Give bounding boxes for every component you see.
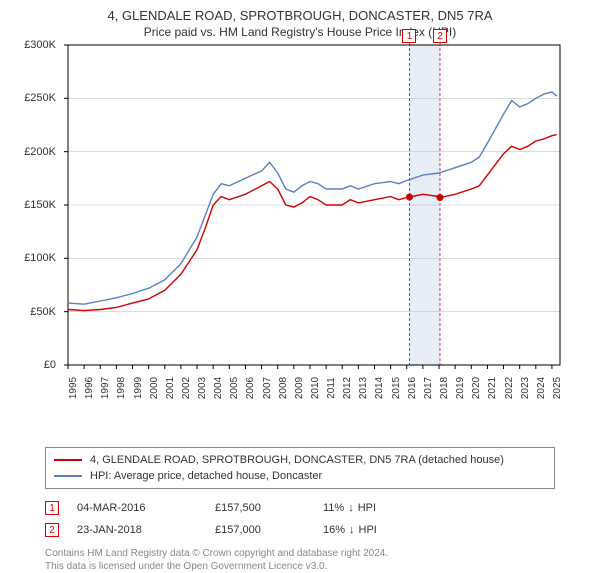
x-tick-label: 1999 bbox=[133, 377, 144, 399]
sale-price: £157,500 bbox=[215, 497, 305, 519]
x-tick-label: 2000 bbox=[149, 377, 160, 399]
chart-title: 4, GLENDALE ROAD, SPROTBROUGH, DONCASTER… bbox=[0, 8, 600, 23]
x-tick-label: 1997 bbox=[100, 377, 111, 399]
x-tick-label: 2025 bbox=[552, 377, 563, 399]
legend-swatch bbox=[54, 475, 82, 477]
sale-diff-vs: HPI bbox=[359, 519, 377, 541]
plot-svg bbox=[68, 45, 560, 365]
sale-index-badge: 1 bbox=[45, 501, 59, 515]
x-tick-label: 2022 bbox=[504, 377, 515, 399]
x-tick-label: 2011 bbox=[326, 377, 337, 399]
x-tick-label: 2004 bbox=[213, 377, 224, 399]
titles: 4, GLENDALE ROAD, SPROTBROUGH, DONCASTER… bbox=[0, 0, 600, 39]
x-tick-label: 2018 bbox=[439, 377, 450, 399]
y-tick-label: £150K bbox=[16, 199, 56, 211]
footer-line: Contains HM Land Registry data © Crown c… bbox=[45, 547, 600, 560]
sale-diff-pct: 11% bbox=[323, 497, 344, 519]
y-tick-label: £0 bbox=[16, 359, 56, 371]
plot-area: 12 bbox=[68, 45, 560, 365]
legend-item: HPI: Average price, detached house, Donc… bbox=[54, 468, 546, 484]
chart-area: 12 £0£50K£100K£150K£200K£250K£300K 19951… bbox=[30, 45, 590, 395]
sale-diff-vs: HPI bbox=[358, 497, 376, 519]
x-tick-label: 2001 bbox=[165, 377, 176, 399]
legend-label: HPI: Average price, detached house, Donc… bbox=[90, 468, 322, 484]
sale-price: £157,000 bbox=[215, 519, 305, 541]
legend-swatch bbox=[54, 459, 82, 461]
y-tick-label: £100K bbox=[16, 252, 56, 264]
x-tick-label: 1995 bbox=[68, 377, 79, 399]
x-tick-label: 2021 bbox=[487, 377, 498, 399]
x-tick-label: 2023 bbox=[520, 377, 531, 399]
sale-marker-badge: 2 bbox=[433, 29, 447, 43]
x-tick-label: 2017 bbox=[423, 377, 434, 399]
x-tick-label: 2013 bbox=[358, 377, 369, 399]
x-tick-label: 2012 bbox=[342, 377, 353, 399]
x-tick-label: 2016 bbox=[407, 377, 418, 399]
legend: 4, GLENDALE ROAD, SPROTBROUGH, DONCASTER… bbox=[45, 447, 555, 489]
x-tick-label: 2007 bbox=[262, 377, 273, 399]
x-tick-label: 2005 bbox=[229, 377, 240, 399]
x-tick-label: 2015 bbox=[391, 377, 402, 399]
sales-row: 1 04-MAR-2016 £157,500 11%↓HPI bbox=[45, 497, 555, 519]
y-tick-label: £50K bbox=[16, 306, 56, 318]
sale-date: 23-JAN-2018 bbox=[77, 519, 197, 541]
sale-diff: 16%↓HPI bbox=[323, 519, 377, 541]
x-tick-label: 2009 bbox=[294, 377, 305, 399]
x-tick-label: 1998 bbox=[116, 377, 127, 399]
footer-attribution: Contains HM Land Registry data © Crown c… bbox=[45, 547, 600, 573]
legend-item: 4, GLENDALE ROAD, SPROTBROUGH, DONCASTER… bbox=[54, 452, 546, 468]
chart-figure: 4, GLENDALE ROAD, SPROTBROUGH, DONCASTER… bbox=[0, 0, 600, 560]
y-tick-label: £200K bbox=[16, 146, 56, 158]
x-tick-label: 1996 bbox=[84, 377, 95, 399]
y-tick-label: £300K bbox=[16, 39, 56, 51]
x-tick-label: 2019 bbox=[455, 377, 466, 399]
arrow-down-icon: ↓ bbox=[349, 519, 355, 541]
x-tick-label: 2014 bbox=[374, 377, 385, 399]
x-tick-label: 2020 bbox=[471, 377, 482, 399]
sale-index-badge: 2 bbox=[45, 523, 59, 537]
sales-table: 104-MAR-2016£157,50011%↓HPI223-JAN-2018£… bbox=[45, 497, 555, 541]
sale-date: 04-MAR-2016 bbox=[77, 497, 197, 519]
arrow-down-icon: ↓ bbox=[348, 497, 354, 519]
x-tick-label: 2003 bbox=[197, 377, 208, 399]
x-tick-label: 2008 bbox=[278, 377, 289, 399]
legend-label: 4, GLENDALE ROAD, SPROTBROUGH, DONCASTER… bbox=[90, 452, 504, 468]
sales-row: 2 23-JAN-2018 £157,000 16%↓HPI bbox=[45, 519, 555, 541]
x-tick-label: 2010 bbox=[310, 377, 321, 399]
sale-diff: 11%↓HPI bbox=[323, 497, 376, 519]
chart-subtitle: Price paid vs. HM Land Registry's House … bbox=[0, 25, 600, 39]
x-tick-label: 2002 bbox=[181, 377, 192, 399]
footer-line: This data is licensed under the Open Gov… bbox=[45, 560, 600, 573]
x-tick-label: 2024 bbox=[536, 377, 547, 399]
x-tick-label: 2006 bbox=[245, 377, 256, 399]
y-tick-label: £250K bbox=[16, 92, 56, 104]
sale-diff-pct: 16% bbox=[323, 519, 345, 541]
sale-marker-badge: 1 bbox=[402, 29, 416, 43]
